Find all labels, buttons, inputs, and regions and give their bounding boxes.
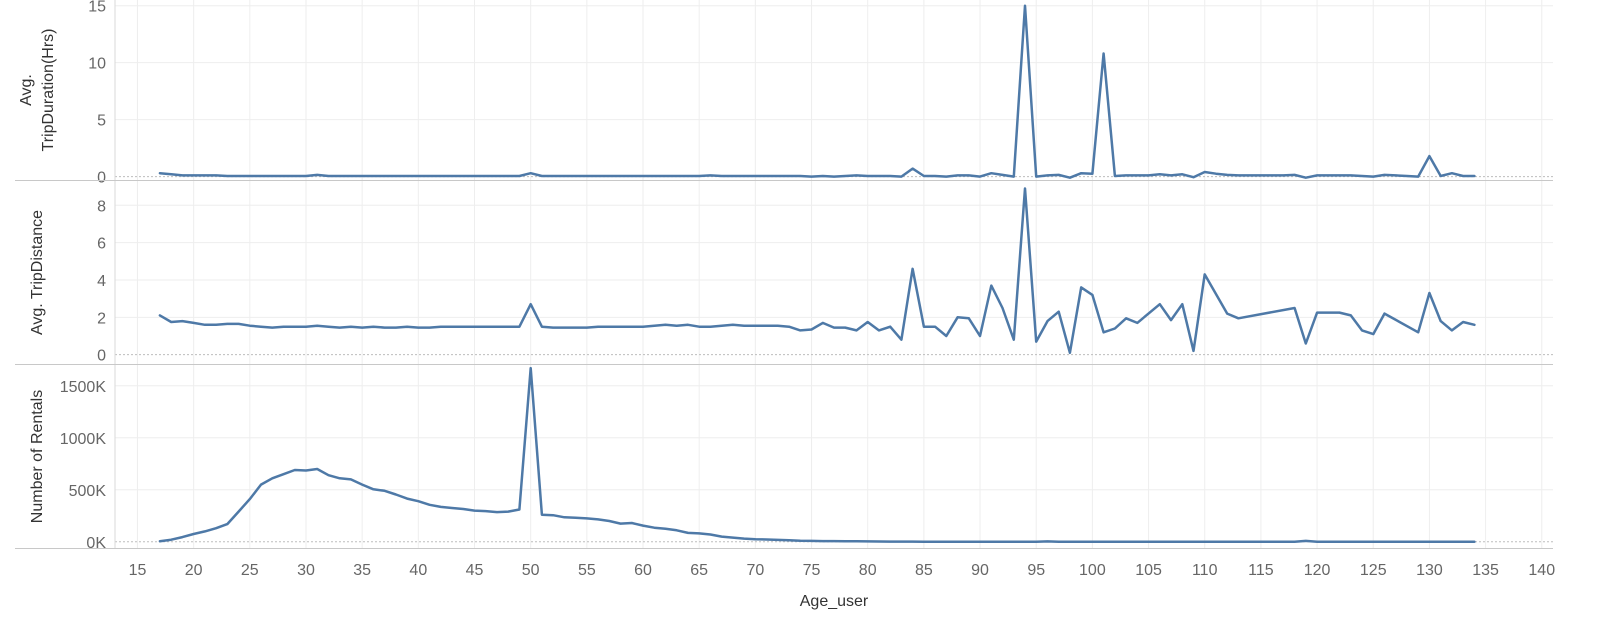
y-tick-label: 15 <box>88 0 106 16</box>
series-line <box>158 366 1476 544</box>
x-tick-label: 70 <box>746 562 764 579</box>
series-line <box>158 187 1476 355</box>
x-tick-label: 95 <box>1027 562 1045 579</box>
x-tick-label: 140 <box>1528 562 1555 579</box>
x-tick-label: 75 <box>803 562 821 579</box>
y-tick-label: 8 <box>97 198 106 215</box>
x-tick-label: 35 <box>353 562 371 579</box>
y-axis-title: Avg. TripDistance <box>29 210 46 335</box>
x-tick-label: 90 <box>971 562 989 579</box>
x-tick-label: 130 <box>1416 562 1443 579</box>
y-tick-label: 10 <box>88 56 106 73</box>
x-axis-title: Age_user <box>800 593 869 610</box>
y-tick-label: 6 <box>97 236 106 253</box>
x-tick-label: 60 <box>634 562 652 579</box>
x-tick-label: 125 <box>1360 562 1387 579</box>
x-tick-label: 85 <box>915 562 933 579</box>
x-tick-label: 100 <box>1079 562 1106 579</box>
x-tick-label: 50 <box>522 562 540 579</box>
x-tick-label: 20 <box>185 562 203 579</box>
x-tick-label: 40 <box>409 562 427 579</box>
x-tick-label: 120 <box>1304 562 1331 579</box>
y-tick-label: 2 <box>97 310 106 327</box>
y-tick-label: 0 <box>97 348 106 365</box>
y-tick-label: 1500K <box>60 379 107 396</box>
x-tick-label: 80 <box>859 562 877 579</box>
y-tick-label: 0K <box>86 535 106 552</box>
y-tick-label: 1000K <box>60 431 107 448</box>
x-tick-label: 65 <box>690 562 708 579</box>
y-tick-label: 4 <box>97 273 106 290</box>
x-tick-label: 55 <box>578 562 596 579</box>
x-tick-label: 45 <box>466 562 484 579</box>
x-tick-label: 110 <box>1192 562 1218 579</box>
x-tick-label: 135 <box>1472 562 1499 579</box>
y-axis-title: Avg. <box>18 74 35 106</box>
x-tick-label: 25 <box>241 562 259 579</box>
x-tick-label: 15 <box>129 562 147 579</box>
y-axis-title: Number of Rentals <box>29 390 46 523</box>
x-tick-label: 30 <box>297 562 315 579</box>
y-tick-label: 500K <box>69 483 107 500</box>
y-tick-label: 5 <box>97 113 106 130</box>
y-axis-title: TripDuration(Hrs) <box>40 29 57 152</box>
x-tick-label: 105 <box>1135 562 1162 579</box>
x-tick-label: 115 <box>1248 562 1274 579</box>
y-tick-label: 0 <box>97 170 106 187</box>
series-line <box>158 4 1476 179</box>
